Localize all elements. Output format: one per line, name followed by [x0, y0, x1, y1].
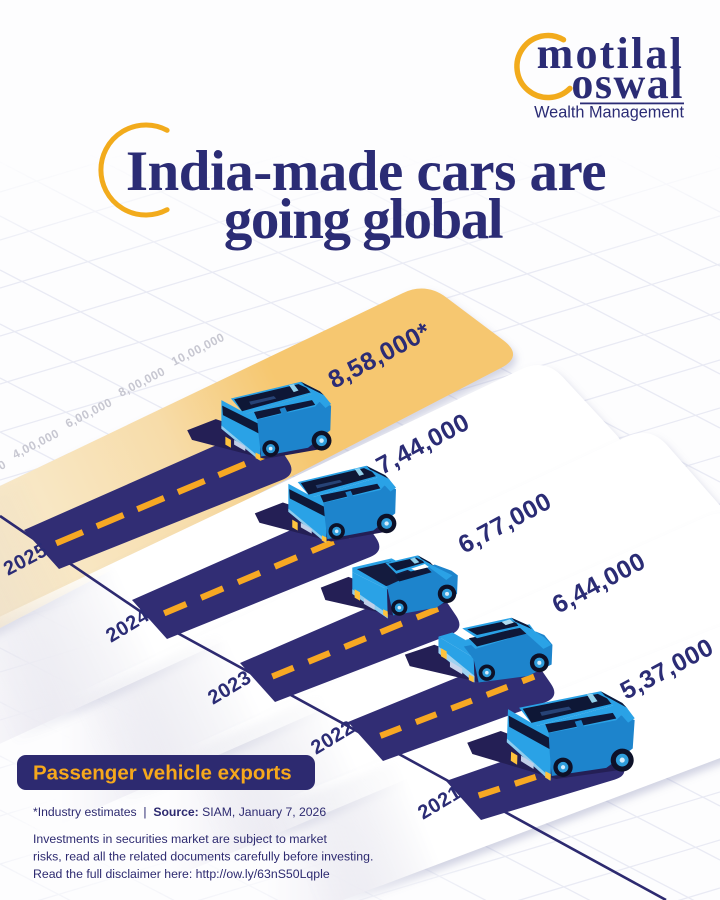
svg-text:Passenger vehicle exports: Passenger vehicle exports	[33, 762, 292, 785]
svg-text:Investments in securities mark: Investments in securities market are sub…	[33, 832, 327, 846]
svg-text:going global: going global	[224, 188, 503, 251]
svg-text:oswal: oswal	[571, 59, 684, 108]
svg-text:*Industry estimates | Source: *Industry estimates | Source: SIAM, Janu…	[33, 805, 326, 819]
svg-text:motilal: motilal	[537, 29, 684, 78]
svg-text:risks, read all the related do: risks, read all the related documents ca…	[33, 850, 373, 864]
svg-text:Read the full disclaimer here:: Read the full disclaimer here: http://ow…	[33, 867, 330, 881]
svg-text:India-made cars are: India-made cars are	[126, 140, 606, 203]
svg-text:Wealth Management: Wealth Management	[534, 104, 684, 122]
